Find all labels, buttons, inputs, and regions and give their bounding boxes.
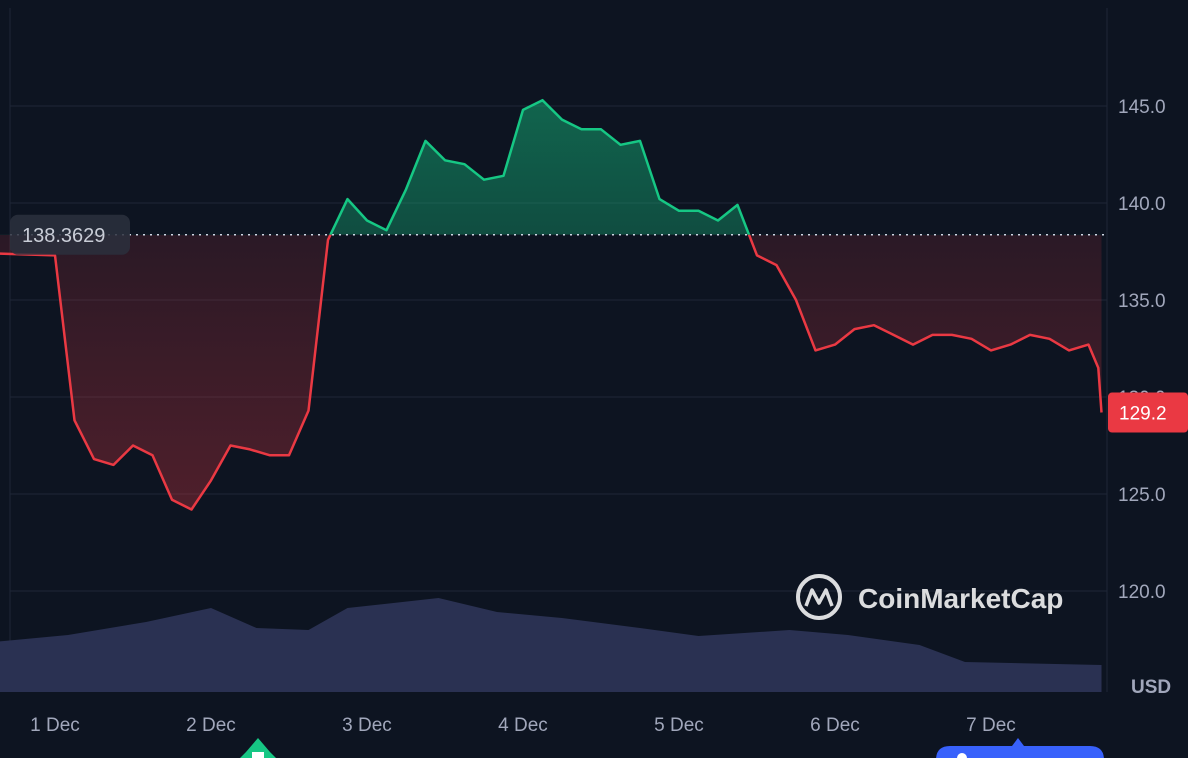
event-marker-blue[interactable] [936,738,1104,758]
last-price-value: 129.2 [1119,404,1167,425]
area-fill-below-baseline [0,234,1102,510]
x-tick-label: 5 Dec [654,715,704,736]
price-line-up [329,98,751,235]
baseline-value-badge: 138.3629 [10,214,130,255]
event-marker-green[interactable] [240,738,276,758]
y-tick-label: 145.0 [1118,97,1166,118]
coinmarketcap-logo-icon [796,574,842,620]
y-tick-label: 140.0 [1118,194,1166,215]
baseline-value: 138.3629 [22,225,105,247]
x-tick-label: 6 Dec [810,715,860,736]
y-tick-label: 135.0 [1118,291,1166,312]
x-tick-label: 3 Dec [342,715,392,736]
coinmarketcap-watermark: CoinMarketCap [796,574,1063,620]
x-tick-label: 2 Dec [186,715,236,736]
watermark-text: CoinMarketCap [858,583,1063,614]
area-fill-above-baseline [330,100,750,235]
currency-label: USD [1131,677,1171,698]
volume-area [0,598,1102,692]
x-tick-label: 4 Dec [498,715,548,736]
x-tick-label: 1 Dec [30,715,80,736]
y-tick-label: 120.0 [1118,582,1166,603]
y-tick-label: 125.0 [1118,485,1166,506]
price-line-down [0,234,1103,511]
x-tick-label: 7 Dec [966,715,1016,736]
last-price-badge: 129.2 [1108,392,1188,433]
